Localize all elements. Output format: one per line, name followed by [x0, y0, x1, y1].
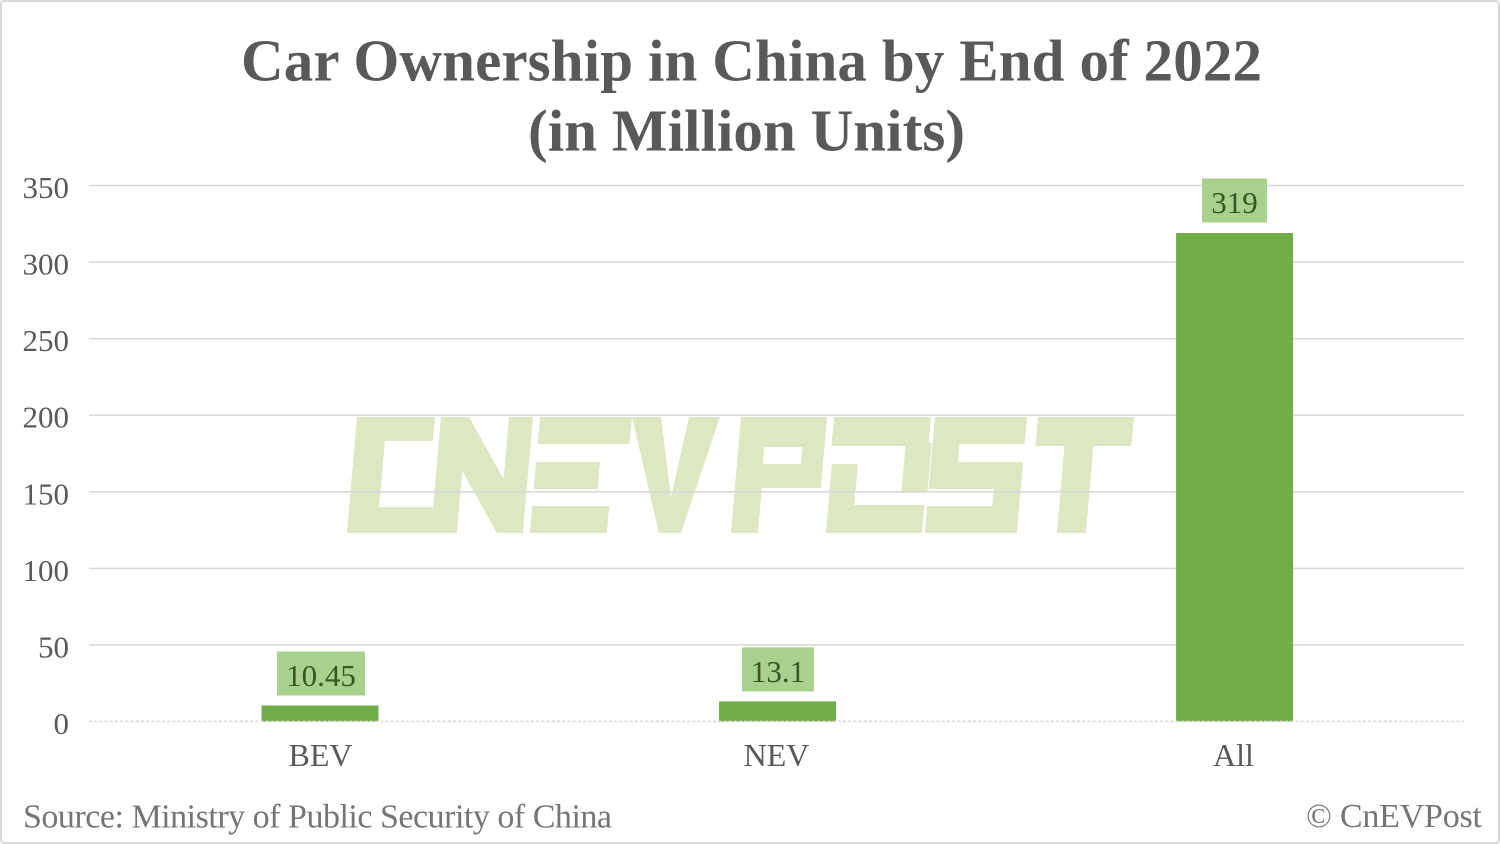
svg-text:BEV: BEV — [289, 737, 353, 773]
svg-text:NEV: NEV — [744, 737, 810, 773]
svg-text:(in Million Units): (in Million Units) — [528, 98, 965, 164]
svg-text:10.45: 10.45 — [286, 658, 356, 693]
svg-text:50: 50 — [38, 629, 69, 664]
svg-text:© CnEVPost: © CnEVPost — [1306, 798, 1483, 835]
svg-text:Source: Ministry of Public Sec: Source: Ministry of Public Security of C… — [23, 799, 612, 836]
svg-text:Car Ownership in China by End: Car Ownership in China by End of 2022 — [241, 28, 1262, 94]
svg-text:200: 200 — [23, 400, 70, 435]
svg-text:319: 319 — [1211, 185, 1258, 220]
svg-text:All: All — [1213, 737, 1254, 773]
svg-text:100: 100 — [23, 553, 70, 588]
svg-text:0: 0 — [54, 706, 70, 741]
svg-text:250: 250 — [23, 323, 70, 358]
svg-text:300: 300 — [23, 247, 70, 282]
svg-text:13.1: 13.1 — [751, 654, 805, 689]
svg-text:150: 150 — [23, 476, 70, 511]
svg-text:350: 350 — [23, 170, 70, 205]
